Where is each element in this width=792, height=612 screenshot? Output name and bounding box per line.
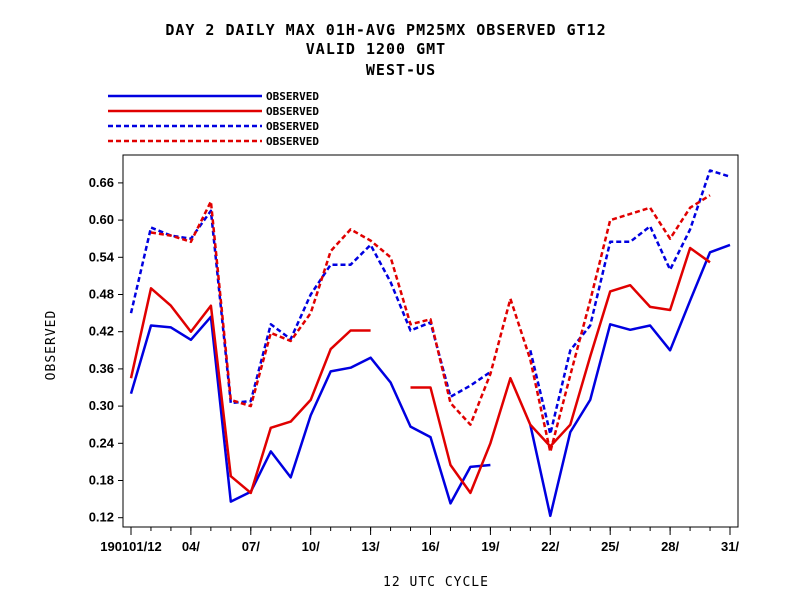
x-axis: 190101/12 04/07/10/13/16/19/22/25/28/31/	[100, 527, 739, 554]
series-lines	[129, 169, 731, 518]
series-2-line-segment-1	[129, 287, 371, 495]
y-tick-label: 0.12	[89, 510, 114, 525]
y-tick-label: 0.30	[89, 398, 114, 413]
chart-title-line-3: WEST-US	[366, 61, 436, 79]
y-tick-label: 0.60	[89, 212, 114, 227]
legend-label-3: OBSERVED	[266, 120, 319, 133]
x-tick-label: 10/	[302, 539, 320, 554]
chart-title-line-1: DAY 2 DAILY MAX 01H-AVG PM25MX OBSERVED …	[165, 21, 606, 39]
series-2-line-segment-2	[410, 246, 711, 495]
y-tick-label: 0.36	[89, 361, 114, 376]
x-tick-label: 190101/12	[100, 539, 161, 554]
x-tick-label: 28/	[661, 539, 679, 554]
y-tick-label: 0.66	[89, 175, 114, 190]
x-tick-label: 25/	[601, 539, 619, 554]
y-tick-label: 0.48	[89, 287, 114, 302]
x-tick-label: 16/	[421, 539, 439, 554]
x-tick-label: 31/	[721, 539, 739, 554]
chart-legend: OBSERVED OBSERVED OBSERVED OBSERVED	[108, 90, 319, 148]
series-1-line-segment-1	[129, 315, 491, 505]
series-3-line-segment-2	[529, 169, 731, 436]
series-4-line-segment-1	[150, 194, 711, 454]
x-tick-label: 22/	[541, 539, 559, 554]
x-tick-label: 13/	[362, 539, 380, 554]
legend-label-4: OBSERVED	[266, 135, 319, 148]
y-axis: 0.12 0.18 0.24 0.30 0.36 0.42 0.48 0.54 0.60 0.66	[89, 175, 123, 525]
x-axis-label: 12 UTC CYCLE	[383, 575, 489, 590]
y-axis-label: OBSERVED	[44, 310, 59, 381]
series-1-line-segment-2	[529, 243, 731, 518]
x-tick-label: 19/	[481, 539, 499, 554]
x-tick-label: 07/	[242, 539, 260, 554]
x-tick-label: 04/	[182, 539, 200, 554]
y-tick-label: 0.54	[89, 249, 115, 264]
y-tick-label: 0.24	[89, 435, 115, 450]
y-tick-label: 0.42	[89, 324, 114, 339]
legend-label-2: OBSERVED	[266, 105, 319, 118]
chart-title-line-2: VALID 1200 GMT	[306, 40, 446, 58]
legend-label-1: OBSERVED	[266, 90, 319, 103]
y-tick-label: 0.18	[89, 473, 114, 488]
